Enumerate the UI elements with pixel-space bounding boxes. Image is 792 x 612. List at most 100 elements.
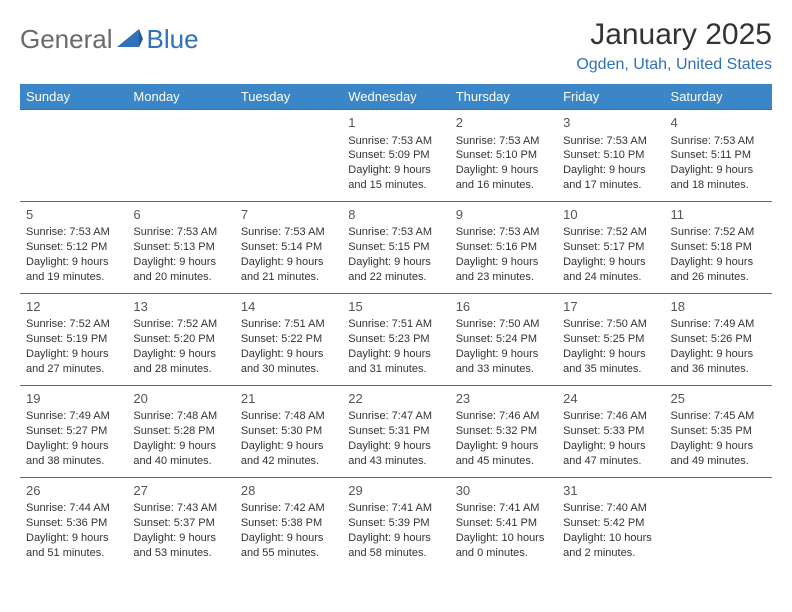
calendar-row: 26Sunrise: 7:44 AMSunset: 5:36 PMDayligh… [20,477,772,568]
sunset-text: Sunset: 5:10 PM [563,148,658,163]
daylight-text: Daylight: 9 hours and 53 minutes. [133,531,228,561]
sunrise-text: Sunrise: 7:50 AM [563,317,658,332]
day-number: 22 [348,390,443,408]
sunset-text: Sunset: 5:36 PM [26,516,121,531]
calendar-row: 19Sunrise: 7:49 AMSunset: 5:27 PM Dayligh… [20,385,772,477]
daylight-text: Daylight: 9 hours and 28 minutes. [133,347,228,377]
calendar-cell: 31Sunrise: 7:40 AMSunset: 5:42 PMDayligh… [557,477,664,568]
sunset-text: Sunset: 5:27 PM [26,424,121,439]
daylight-text: Daylight: 9 hours and 55 minutes. [241,531,336,561]
sunrise-text: Sunrise: 7:45 AM [671,409,766,424]
day-number: 30 [456,482,551,500]
calendar-cell: 1Sunrise: 7:53 AMSunset: 5:09 PMDaylight… [342,110,449,202]
calendar-cell [665,477,772,568]
calendar-row: 1Sunrise: 7:53 AMSunset: 5:09 PMDaylight… [20,110,772,202]
sunset-text: Sunset: 5:20 PM [133,332,228,347]
day-number: 31 [563,482,658,500]
calendar-cell [127,110,234,202]
sunrise-text: Sunrise: 7:42 AM [241,501,336,516]
sunrise-text: Sunrise: 7:47 AM [348,409,443,424]
sunset-text: Sunset: 5:19 PM [26,332,121,347]
day-number: 7 [241,206,336,224]
day-number: 27 [133,482,228,500]
sunrise-text: Sunrise: 7:46 AM [563,409,658,424]
sunset-text: Sunset: 5:18 PM [671,240,766,255]
sunrise-text: Sunrise: 7:53 AM [133,225,228,240]
calendar-cell: 30Sunrise: 7:41 AMSunset: 5:41 PMDayligh… [450,477,557,568]
sunrise-text: Sunrise: 7:50 AM [456,317,551,332]
calendar-cell: 5Sunrise: 7:53 AMSunset: 5:12 PMDaylight… [20,201,127,293]
day-header: Thursday [450,84,557,110]
day-number: 4 [671,114,766,132]
calendar-cell: 23Sunrise: 7:46 AMSunset: 5:32 PMDayligh… [450,385,557,477]
sunrise-text: Sunrise: 7:48 AM [133,409,228,424]
day-number: 23 [456,390,551,408]
sunset-text: Sunset: 5:42 PM [563,516,658,531]
calendar-cell: 11Sunrise: 7:52 AMSunset: 5:18 PMDayligh… [665,201,772,293]
day-header: Friday [557,84,664,110]
calendar-cell: 15Sunrise: 7:51 AMSunset: 5:23 PMDayligh… [342,293,449,385]
day-number: 25 [671,390,766,408]
sunrise-text: Sunrise: 7:49 AM [26,409,121,424]
day-header: Saturday [665,84,772,110]
calendar-cell: 12Sunrise: 7:52 AMSunset: 5:19 PMDayligh… [20,293,127,385]
sunset-text: Sunset: 5:28 PM [133,424,228,439]
daylight-text: Daylight: 10 hours and 0 minutes. [456,531,551,561]
day-number: 19 [26,390,121,408]
daylight-text: Daylight: 9 hours and 18 minutes. [671,163,766,193]
daylight-text: Daylight: 9 hours and 47 minutes. [563,439,658,469]
calendar-cell: 25Sunrise: 7:45 AMSunset: 5:35 PMDayligh… [665,385,772,477]
calendar-cell: 4Sunrise: 7:53 AMSunset: 5:11 PMDaylight… [665,110,772,202]
daylight-text: Daylight: 9 hours and 20 minutes. [133,255,228,285]
calendar-body: 1Sunrise: 7:53 AMSunset: 5:09 PMDaylight… [20,110,772,569]
sunrise-text: Sunrise: 7:52 AM [26,317,121,332]
sunset-text: Sunset: 5:41 PM [456,516,551,531]
day-number: 16 [456,298,551,316]
day-header: Tuesday [235,84,342,110]
daylight-text: Daylight: 9 hours and 33 minutes. [456,347,551,377]
sunrise-text: Sunrise: 7:40 AM [563,501,658,516]
sunset-text: Sunset: 5:16 PM [456,240,551,255]
logo-text-blue: Blue [147,24,199,55]
day-header: Monday [127,84,234,110]
daylight-text: Daylight: 9 hours and 26 minutes. [671,255,766,285]
month-title: January 2025 [576,18,772,52]
sunset-text: Sunset: 5:15 PM [348,240,443,255]
day-number: 21 [241,390,336,408]
day-number: 11 [671,206,766,224]
sunset-text: Sunset: 5:31 PM [348,424,443,439]
calendar-cell: 28Sunrise: 7:42 AMSunset: 5:38 PMDayligh… [235,477,342,568]
sunset-text: Sunset: 5:13 PM [133,240,228,255]
sunrise-text: Sunrise: 7:52 AM [133,317,228,332]
calendar-row: 5Sunrise: 7:53 AMSunset: 5:12 PMDaylight… [20,201,772,293]
day-number: 18 [671,298,766,316]
logo-text-general: General [20,24,113,55]
calendar-cell: 22Sunrise: 7:47 AMSunset: 5:31 PMDayligh… [342,385,449,477]
sunset-text: Sunset: 5:14 PM [241,240,336,255]
sunset-text: Sunset: 5:10 PM [456,148,551,163]
sunset-text: Sunset: 5:12 PM [26,240,121,255]
day-number: 17 [563,298,658,316]
sunset-text: Sunset: 5:35 PM [671,424,766,439]
sunset-text: Sunset: 5:38 PM [241,516,336,531]
sunrise-text: Sunrise: 7:52 AM [563,225,658,240]
daylight-text: Daylight: 9 hours and 19 minutes. [26,255,121,285]
daylight-text: Daylight: 9 hours and 16 minutes. [456,163,551,193]
calendar-cell: 3Sunrise: 7:53 AMSunset: 5:10 PMDaylight… [557,110,664,202]
daylight-text: Daylight: 9 hours and 51 minutes. [26,531,121,561]
logo-mark-icon [117,27,143,52]
daylight-text: Daylight: 9 hours and 40 minutes. [133,439,228,469]
daylight-text: Daylight: 9 hours and 24 minutes. [563,255,658,285]
sunrise-text: Sunrise: 7:46 AM [456,409,551,424]
day-number: 28 [241,482,336,500]
day-number: 10 [563,206,658,224]
daylight-text: Daylight: 9 hours and 35 minutes. [563,347,658,377]
sunrise-text: Sunrise: 7:53 AM [348,134,443,149]
location: Ogden, Utah, United States [576,56,772,74]
daylight-text: Daylight: 9 hours and 30 minutes. [241,347,336,377]
day-number: 8 [348,206,443,224]
daylight-text: Daylight: 9 hours and 42 minutes. [241,439,336,469]
sunset-text: Sunset: 5:32 PM [456,424,551,439]
sunrise-text: Sunrise: 7:53 AM [348,225,443,240]
sunset-text: Sunset: 5:11 PM [671,148,766,163]
